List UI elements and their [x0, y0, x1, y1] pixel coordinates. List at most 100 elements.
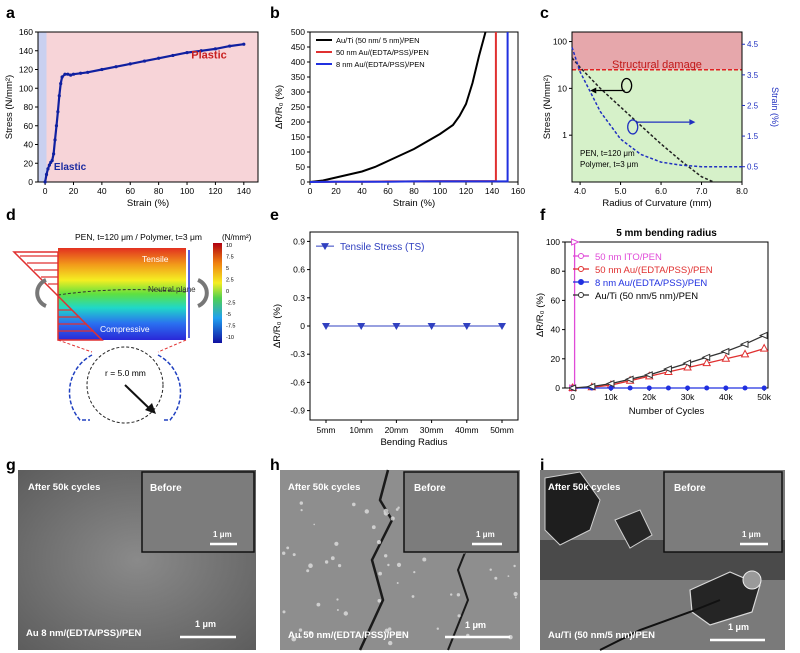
- a-data-point: [128, 62, 132, 66]
- f-plot-frame: [564, 241, 769, 389]
- sem-h-particle: [316, 602, 321, 607]
- e-ytick-label: 0.9: [293, 236, 305, 246]
- b-ytick-label: 50: [296, 162, 306, 172]
- sem-h-particle: [450, 593, 453, 596]
- sem-h-particle: [324, 560, 329, 564]
- f-legend-label: 50 nm ITO/PEN: [595, 252, 662, 263]
- colorbar-tick-label: -7.5: [226, 324, 235, 330]
- bending-circle: [86, 346, 164, 424]
- stress-gradient-block: [58, 248, 186, 340]
- sem-g-inset-label: Before: [150, 483, 182, 494]
- b-xtick-label: 0: [308, 186, 313, 196]
- chart-e: 5mm 10mm 20mm 30mm 40mm 50mm -0.9 -0.6 -0.3 0 0.3 0…: [272, 231, 519, 448]
- radius-label: r = 5.0 mm: [105, 368, 146, 378]
- e-xtick-label: 30mm: [420, 425, 444, 435]
- sem-h-particle: [477, 623, 480, 626]
- c-xtick-label: 7.0: [696, 186, 708, 196]
- a-ylabel: Stress (N/mm²): [4, 75, 15, 139]
- c-xtick-label: 5.0: [615, 186, 627, 196]
- sem-h-crack-2: [447, 539, 471, 651]
- sem-h-inset: [403, 471, 519, 553]
- a-data-point: [44, 172, 49, 177]
- neutral-plane-label: Neutral plane: [148, 285, 196, 294]
- b-legend-label: 8 nm Au/(EDTA/PSS)/PEN: [336, 60, 425, 69]
- b-ytick-label: 150: [291, 132, 305, 142]
- colorbar: [213, 243, 222, 343]
- e-data-point: [427, 323, 436, 330]
- a-ytick-label: 160: [19, 27, 33, 37]
- a-ytick-label: 100: [19, 83, 33, 93]
- sem-g-scale: 1 μm: [195, 619, 216, 629]
- a-ytick-label: 20: [24, 158, 34, 168]
- sem-h-particle: [376, 540, 382, 545]
- sem-h-particle: [384, 628, 389, 633]
- sem-i-caption: Au/Ti (50 nm/5 nm)/PEN: [548, 630, 655, 641]
- sem-h-particle: [378, 571, 382, 576]
- b-xtick-label: 120: [459, 186, 473, 196]
- e-xlabel: Bending Radius: [380, 437, 447, 448]
- f-title: 5 mm bending radius: [616, 228, 717, 239]
- panel-label-f: f: [540, 207, 546, 224]
- sem-h-particle: [494, 576, 498, 580]
- e-data-point: [462, 323, 471, 330]
- f-ytick-label: 40: [551, 325, 561, 335]
- chart-a: 0 20 40 60 80 100 120 140 0 20 40 60 80 100 120 140 160 S…: [4, 27, 259, 209]
- e-xtick-label: 50mm: [490, 425, 514, 435]
- bend-arrow-left-icon: [35, 278, 47, 308]
- zoom-line-right: [157, 339, 187, 353]
- sem-h-particle: [291, 636, 297, 642]
- sem-h-particle: [371, 525, 376, 530]
- e-ytick-label: -0.6: [290, 377, 305, 387]
- b-xtick-label: 40: [357, 186, 367, 196]
- f-series-line-3: [572, 334, 765, 389]
- f-xtick-label: 10k: [604, 392, 618, 402]
- sem-h-particle: [413, 571, 416, 574]
- f-series-line-0: [572, 242, 576, 389]
- a-data-point: [71, 72, 76, 76]
- f-data-point: [704, 385, 710, 391]
- f-legend-label: 50 nm Au/(EDTA/PSS)/PEN: [595, 265, 713, 276]
- e-data-point: [322, 323, 330, 330]
- sem-i-debris-1: [544, 471, 601, 546]
- f-data-point: [739, 340, 749, 348]
- f-xlabel: Number of Cycles: [629, 406, 705, 417]
- b-legend-label: Au/Ti (50 nm/ 5 nm)/PEN: [336, 36, 420, 45]
- sem-h-particle: [397, 506, 400, 509]
- b-series-line-0: [309, 31, 487, 183]
- sem-i-crack: [599, 599, 721, 651]
- panel-label-g: g: [6, 457, 16, 474]
- sem-h-particle: [334, 541, 339, 546]
- f-ylabel: ΔR/R₀ (%): [535, 293, 546, 337]
- e-data-point: [357, 323, 366, 330]
- b-ytick-label: 300: [291, 87, 305, 97]
- b-xtick-label: 60: [383, 186, 393, 196]
- f-data-point: [627, 385, 633, 391]
- c-left-arrowhead-icon: [590, 87, 597, 94]
- b-ylabel: ΔR/R₀ (%): [274, 85, 285, 129]
- tensile-label: Tensile: [142, 254, 169, 264]
- f-data-point: [740, 349, 750, 358]
- colorbar-tick-label: 2.5: [226, 278, 234, 284]
- a-data-point: [47, 163, 51, 167]
- e-ytick-label: 0: [300, 321, 305, 331]
- tension-triangle: [12, 251, 59, 298]
- b-legend-label: 50 nm Au/(EDTA/PSS)/PEN: [336, 48, 429, 57]
- b-ytick-label: 400: [291, 57, 305, 67]
- f-ytick-label: 0: [555, 383, 560, 393]
- c-pen-label: PEN, t=120 μm: [580, 149, 635, 158]
- f-ytick-label: 80: [551, 266, 561, 276]
- f-data-point: [682, 359, 692, 367]
- b-xlabel: Strain (%): [393, 198, 435, 209]
- f-data-point: [723, 385, 729, 391]
- panel-label-e: e: [270, 207, 279, 224]
- a-data-point: [213, 47, 218, 51]
- f-legend-marker-icon: [578, 266, 584, 272]
- a-data-point: [50, 158, 54, 163]
- sem-i-particle: [742, 570, 762, 590]
- sem-i-inset-scale: 1 μm: [742, 530, 761, 539]
- a-xlabel: Strain (%): [127, 198, 169, 209]
- b-ytick-label: 0: [300, 177, 305, 187]
- c-y2tick-label: 0.5: [747, 163, 759, 172]
- e-ytick-label: -0.9: [290, 406, 305, 416]
